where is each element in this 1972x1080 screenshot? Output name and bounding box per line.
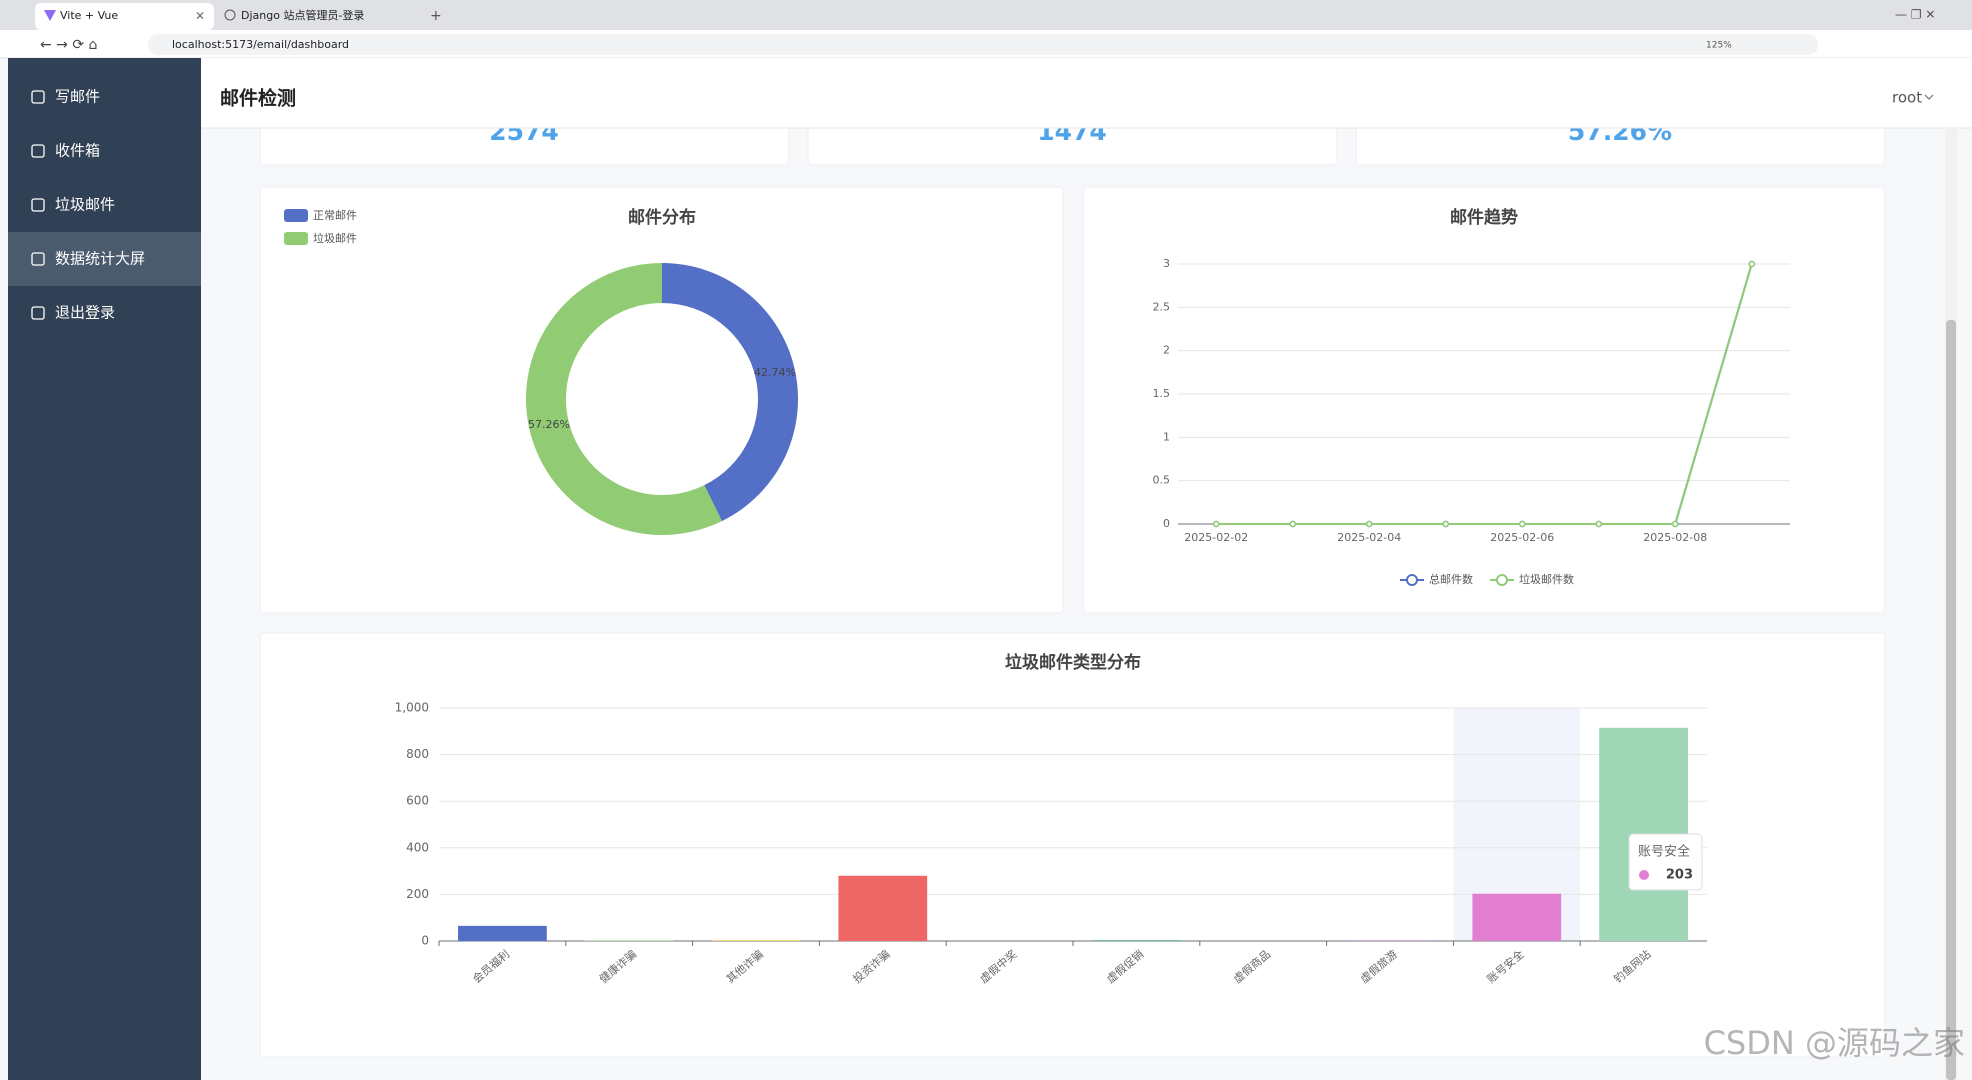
menu-item[interactable]: 收件箱 bbox=[55, 142, 100, 160]
x-tick-label: 2025-02-06 bbox=[1490, 531, 1554, 544]
zoom[interactable]: 125% bbox=[1706, 41, 1732, 51]
y-tick-label: 1,000 bbox=[395, 701, 429, 715]
bar bbox=[1472, 893, 1562, 941]
header-title: 邮件检测 bbox=[220, 87, 296, 110]
y-tick-label: 0 bbox=[421, 934, 429, 948]
x-tick-label: 2025-02-02 bbox=[1184, 531, 1248, 544]
nav-buttons[interactable]: ← → ⟳ ⌂ bbox=[40, 37, 97, 53]
menu-active-bg bbox=[8, 232, 201, 286]
tab-bar bbox=[0, 0, 1972, 30]
address-bar[interactable] bbox=[148, 34, 1818, 55]
y-tick-label: 1 bbox=[1163, 430, 1170, 443]
y-tick-label: 2.5 bbox=[1153, 300, 1171, 313]
user-caret bbox=[1924, 94, 1934, 100]
menu-item[interactable]: 退出登录 bbox=[55, 304, 115, 322]
pie-slice bbox=[662, 263, 798, 522]
y-tick-label: 600 bbox=[406, 794, 429, 808]
chart-card bbox=[259, 186, 1064, 614]
bar bbox=[458, 925, 547, 941]
menu-item[interactable]: 写邮件 bbox=[55, 88, 100, 106]
y-tick-label: 3 bbox=[1163, 257, 1170, 270]
pie-slice bbox=[525, 263, 722, 535]
header bbox=[201, 58, 1972, 128]
line-series bbox=[1216, 263, 1753, 525]
window-controls[interactable]: — ❐ ✕ bbox=[1895, 8, 1935, 22]
scrollbar-thumb[interactable] bbox=[1946, 320, 1956, 1080]
legend-swatch bbox=[284, 232, 308, 245]
line-point bbox=[1213, 520, 1220, 528]
menu-icon bbox=[31, 252, 45, 266]
legend-label: 正常邮件 bbox=[313, 209, 357, 222]
chart-title: 邮件分布 bbox=[628, 207, 696, 228]
legend-label: 垃圾邮件数 bbox=[1519, 572, 1574, 586]
line-point bbox=[1748, 260, 1755, 268]
line-point bbox=[1595, 520, 1602, 528]
content: 2574 1474 57.26%邮件分布42.74%正常邮件57.26%垃圾邮件邮件… bbox=[259, 99, 1886, 1058]
y-tick-label: 0 bbox=[1163, 517, 1170, 530]
y-tick-label: 400 bbox=[406, 840, 429, 854]
y-tick-label: 2 bbox=[1163, 344, 1170, 357]
menu-item[interactable]: 垃圾邮件 bbox=[55, 196, 115, 214]
chart-title: 邮件趋势 bbox=[1450, 207, 1518, 228]
line-point bbox=[1519, 520, 1526, 528]
pie-label: 57.26% bbox=[528, 418, 570, 431]
chart-title: 垃圾邮件类型分布 bbox=[1005, 652, 1141, 673]
tooltip-value: 203 bbox=[1666, 868, 1693, 883]
user-menu[interactable]: root bbox=[1892, 89, 1922, 107]
menu-icon bbox=[31, 144, 45, 158]
tab-close[interactable]: × bbox=[195, 9, 205, 23]
line-point bbox=[1289, 520, 1296, 528]
tab-title[interactable]: Vite + Vue bbox=[60, 9, 118, 22]
pie-label: 42.74% bbox=[754, 366, 796, 379]
tab-title[interactable]: Django 站点管理员-登录 bbox=[241, 8, 364, 22]
legend-label: 总邮件数 bbox=[1429, 572, 1473, 586]
tab-icon bbox=[224, 9, 236, 21]
tooltip-title: 账号安全 bbox=[1638, 844, 1690, 860]
y-tick-label: 800 bbox=[406, 747, 429, 761]
legend-swatch bbox=[284, 209, 308, 222]
url[interactable]: localhost:5173/email/dashboard bbox=[172, 38, 349, 51]
menu-icon bbox=[31, 90, 45, 104]
legend-label: 垃圾邮件 bbox=[313, 231, 357, 245]
bar bbox=[1092, 940, 1181, 941]
line-point bbox=[1366, 520, 1373, 528]
y-tick-label: 200 bbox=[406, 887, 429, 901]
sidebar bbox=[8, 58, 201, 1080]
new-tab[interactable]: + bbox=[430, 8, 442, 24]
legend-marker bbox=[1496, 574, 1508, 586]
bar bbox=[711, 940, 801, 941]
x-tick-label: 2025-02-04 bbox=[1337, 531, 1401, 544]
line-point bbox=[1442, 520, 1449, 528]
tooltip-marker bbox=[1639, 870, 1649, 880]
chart-card bbox=[1082, 186, 1886, 614]
y-tick-label: 1.5 bbox=[1153, 387, 1171, 400]
tab-active[interactable] bbox=[35, 3, 214, 30]
legend-marker bbox=[1406, 574, 1418, 586]
menu-icon bbox=[31, 306, 45, 320]
watermark: CSDN @源码之家 bbox=[1704, 1024, 1965, 1062]
bar bbox=[838, 875, 928, 941]
y-tick-label: 0.5 bbox=[1153, 474, 1171, 487]
tab-icon bbox=[44, 10, 56, 21]
menu-icon bbox=[31, 198, 45, 212]
line-point bbox=[1672, 520, 1679, 528]
x-tick-label: 2025-02-08 bbox=[1643, 531, 1707, 544]
menu-item[interactable]: 数据统计大屏 bbox=[55, 250, 145, 268]
